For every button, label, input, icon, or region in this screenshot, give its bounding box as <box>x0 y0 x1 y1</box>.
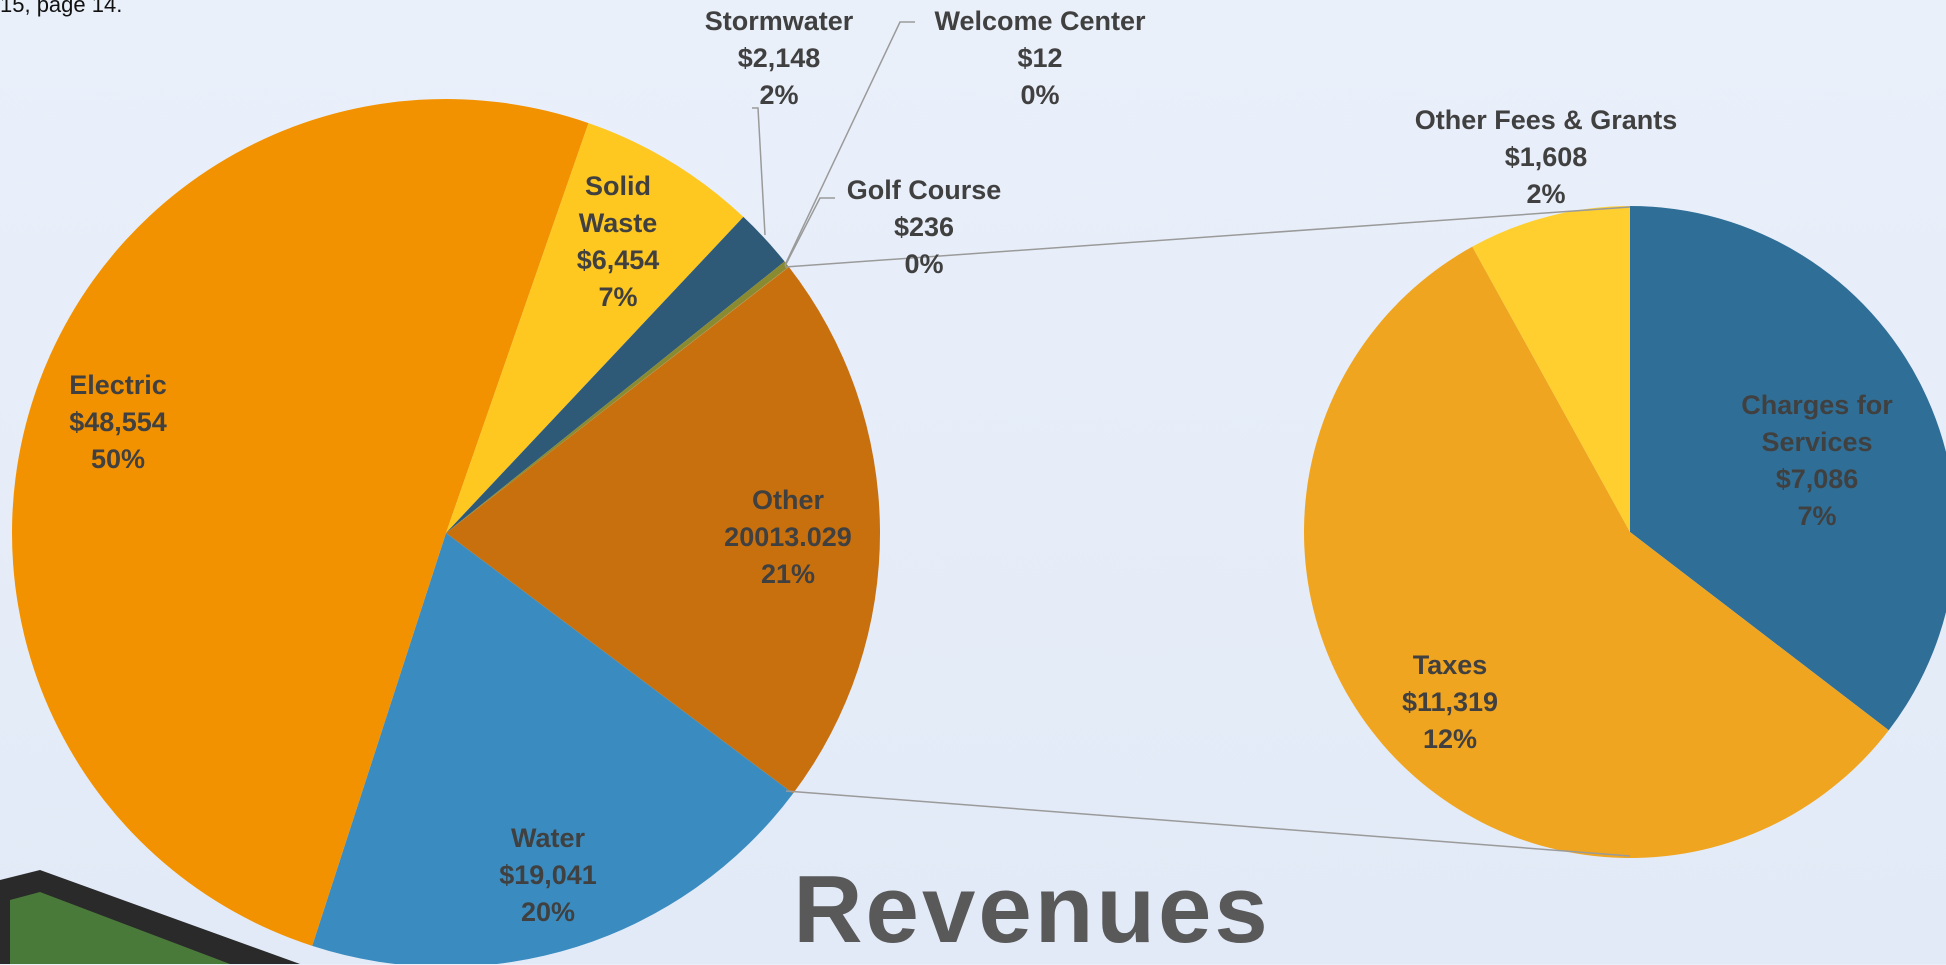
chart-title: Revenues <box>793 856 1271 963</box>
pie-slice <box>446 266 789 533</box>
label-value: $2,148 <box>737 43 821 73</box>
label-value: $236 <box>893 212 955 242</box>
label-name: Welcome Center <box>934 6 1146 36</box>
pie-slice <box>1304 246 1889 859</box>
label-name: Charges for Services <box>1741 390 1893 457</box>
label-value: 0% <box>904 249 944 279</box>
data-label: Taxes $11,319 12% <box>1402 647 1498 758</box>
decor <box>0 870 300 964</box>
data-label: Charges for Services $7,086 7% <box>1717 387 1917 535</box>
data-label: Golf Course $236 0% <box>847 172 1002 283</box>
film-photo <box>10 892 230 964</box>
note: 15, page 14. <box>0 0 123 17</box>
label-value: 7% <box>1797 501 1837 531</box>
label-value: $48,554 <box>69 407 167 437</box>
label-value: $7,086 <box>1775 464 1859 494</box>
data-label: Water $19,041 20% <box>499 820 597 931</box>
pie-slice <box>446 216 785 533</box>
pie-slice <box>446 123 744 534</box>
label-value: $19,041 <box>499 860 597 890</box>
label-name: Electric <box>69 370 167 400</box>
data-label: Other Fees & Grants $1,608 2% <box>1415 102 1678 213</box>
leader-golf <box>784 197 835 267</box>
label-name: Water <box>510 823 586 853</box>
label-value: 7% <box>598 282 638 312</box>
label-value: 20% <box>520 897 576 927</box>
label-name: Taxes <box>1412 650 1488 680</box>
connector-top <box>784 206 1631 268</box>
label-value: 21% <box>760 559 816 589</box>
pie-slice <box>1472 206 1630 532</box>
pie-slice <box>12 99 589 946</box>
slices <box>12 99 1946 964</box>
label-name: Golf Course <box>846 175 1002 205</box>
label-name: Other Fees & Grants <box>1414 105 1678 135</box>
label-value: 20013.029 <box>724 522 852 552</box>
data-label: Electric $48,554 50% <box>69 367 167 478</box>
label-name: Other <box>751 485 825 515</box>
data-label: Solid Waste $6,454 7% <box>563 168 673 316</box>
label-value: $1,608 <box>1504 142 1588 172</box>
label-value: $12 <box>1017 43 1063 73</box>
label-value: 0% <box>1020 80 1060 110</box>
data-label: Welcome Center $12 0% <box>934 3 1145 114</box>
connector-bottom <box>785 790 1631 857</box>
label-value: $11,319 <box>1401 687 1499 717</box>
label-value: 12% <box>1422 724 1478 754</box>
label-value: 2% <box>1526 179 1566 209</box>
label-value: 50% <box>90 444 146 474</box>
pie-slice <box>446 266 881 794</box>
data-label: Other 20013.029 21% <box>724 482 852 593</box>
pie-slice <box>1630 206 1946 731</box>
label-value: 2% <box>759 80 799 110</box>
label-value: $6,454 <box>576 245 660 275</box>
data-label: Stormwater $2,148 2% <box>705 3 854 114</box>
label-name: Solid Waste <box>578 171 658 238</box>
pie-slice <box>312 533 794 964</box>
label-name: Stormwater <box>704 6 854 36</box>
leader-welcome <box>784 21 915 266</box>
leaders <box>752 21 1631 857</box>
leader-stormwater <box>752 107 766 236</box>
pie-slice <box>446 261 789 533</box>
